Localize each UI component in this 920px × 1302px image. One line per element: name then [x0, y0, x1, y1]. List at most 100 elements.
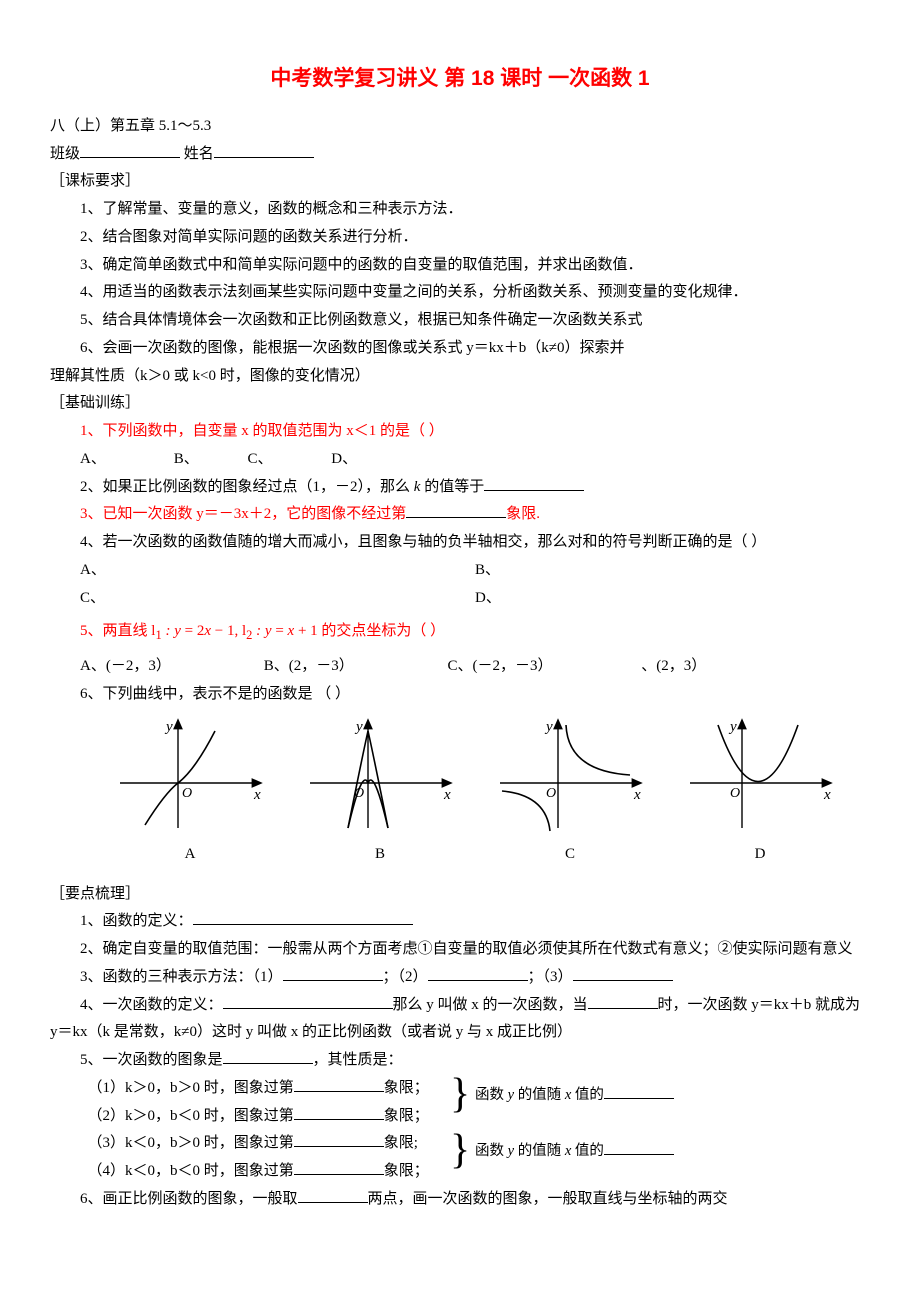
question-4-options-row2: C、 D、: [50, 585, 870, 613]
question-3: 3、已知一次函数 y＝－3x＋2，它的图像不经过第 象限.: [50, 501, 870, 529]
std-item-3: 3、确定简单函数式中和简单实际问题中的函数的自变量的取值范围，并求出函数值．: [50, 252, 870, 280]
kp-3: 3、函数的三种表示方法：（1） ；（2） ；（3）: [50, 964, 870, 992]
kp-4: 4、一次函数的定义：那么 y 叫做 x 的一次函数，当时，一次函数 y＝kx＋b…: [50, 992, 870, 1048]
q2-blank[interactable]: [484, 474, 584, 491]
q5-math: l1 : y = 2x − 1, l2 : y = x + 1: [151, 623, 317, 639]
question-4-options: A、 B、: [50, 557, 870, 585]
question-1-options: A、 B、 C、 D、: [50, 446, 870, 474]
kp3-a: 3、函数的三种表示方法：（1）: [80, 969, 283, 985]
kp3-blank1[interactable]: [283, 964, 383, 981]
r3-blank[interactable]: [294, 1131, 384, 1148]
q5-opt-d[interactable]: 、(2，3）: [641, 653, 706, 681]
brace-icon-2: }: [450, 1129, 470, 1171]
kp6-a: 6、画正比例函数的图象，一般取: [80, 1191, 298, 1207]
graph-row: y x O y x O y x O: [50, 709, 870, 833]
brace-text-1: 函数 y 的值随 x 值的: [475, 1082, 674, 1109]
brace2-blank[interactable]: [604, 1139, 674, 1155]
kp-1: 1、函数的定义：: [50, 908, 870, 936]
q2-text-a: 2、如果正比例函数的图象经过点（1，－2），那么: [80, 479, 414, 495]
name-blank[interactable]: [214, 141, 314, 158]
section-keypoints-heading: ［要点梳理］: [50, 881, 870, 909]
chapter-ref: 八（上）第五章 5.1～5.3: [50, 113, 870, 141]
kp5-rows: （1）k＞0，b＞0 时，图象过第象限； （2）k＞0，b＜0 时，图象过第象限…: [50, 1075, 870, 1186]
question-5-options: A、(－2，3） B、(2，－3） C、(－2，－3） 、(2，3）: [50, 653, 870, 681]
kp4-b: 那么 y 叫做 x 的一次函数，当: [393, 997, 588, 1013]
class-blank[interactable]: [80, 141, 180, 158]
r2b: 象限；: [384, 1108, 429, 1124]
q5-opt-c[interactable]: C、(－2，－3）: [448, 653, 638, 681]
svg-text:O: O: [354, 786, 364, 801]
q4-opt-c[interactable]: C、: [80, 585, 475, 613]
name-label: 姓名: [184, 146, 214, 162]
q1-opt-a[interactable]: A、: [80, 446, 170, 474]
kp4-blank2[interactable]: [588, 992, 658, 1009]
svg-text:x: x: [443, 787, 451, 803]
q1-opt-c[interactable]: C、: [248, 446, 328, 474]
student-info-line: 班级 姓名: [50, 141, 870, 169]
q5-text-b: 的交点坐标为（ ）: [318, 623, 446, 639]
svg-text:O: O: [182, 786, 192, 801]
kp5-a: 5、一次函数的图象是: [80, 1052, 223, 1068]
q5-opt-a[interactable]: A、(－2，3）: [80, 653, 260, 681]
graph-a: y x O: [110, 713, 270, 833]
r1b: 象限；: [384, 1080, 429, 1096]
graph-c: y x O: [490, 713, 650, 833]
q4-opt-a[interactable]: A、: [80, 557, 475, 585]
svg-text:x: x: [253, 787, 261, 803]
svg-text:O: O: [730, 786, 740, 801]
graph-d: y x O: [680, 713, 840, 833]
q2-text-b: 的值等于: [420, 479, 484, 495]
graph-label-d: D: [680, 841, 840, 869]
r1-blank[interactable]: [294, 1075, 384, 1092]
graph-labels: A B C D: [50, 841, 870, 869]
graph-b: y x O: [300, 713, 460, 833]
q4-text: 4、若一次函数的函数值随的增大而减小，且图象与轴的负半轴相交，那么对和的符号判断…: [80, 534, 766, 550]
kp3-blank3[interactable]: [573, 964, 673, 981]
kp3-blank2[interactable]: [428, 964, 528, 981]
kp5-blank[interactable]: [223, 1048, 313, 1065]
svg-text:y: y: [354, 719, 363, 735]
kp1-text: 1、函数的定义：: [80, 913, 193, 929]
kp-2: 2、确定自变量的取值范围：一般需从两个方面考虑①自变量的取值必须使其所在代数式有…: [50, 936, 870, 964]
std-item-6-trail: 理解其性质（k＞0 或 k<0 时，图像的变化情况）: [50, 363, 870, 391]
kp1-blank[interactable]: [193, 909, 413, 926]
q3-text-a: 3、已知一次函数 y＝－3x＋2，它的图像不经过第: [80, 506, 406, 522]
std-item-5: 5、结合具体情境体会一次函数和正比例函数意义，根据已知条件确定一次函数关系式: [50, 307, 870, 335]
brace-icon-1: }: [450, 1073, 470, 1115]
q3-text-b: 象限.: [506, 506, 540, 522]
kp6-blank[interactable]: [298, 1186, 368, 1203]
r3b: 象限;: [384, 1135, 418, 1151]
question-4: 4、若一次函数的函数值随的增大而减小，且图象与轴的负半轴相交，那么对和的符号判断…: [50, 529, 870, 557]
question-2: 2、如果正比例函数的图象经过点（1，－2），那么 k 的值等于: [50, 474, 870, 502]
q3-blank[interactable]: [406, 502, 506, 519]
kp3-c: ；（3）: [528, 969, 573, 985]
kp4-a: 4、一次函数的定义：: [80, 997, 223, 1013]
graph-label-c: C: [490, 841, 650, 869]
brace1-blank[interactable]: [604, 1083, 674, 1099]
graph-label-a: A: [110, 841, 270, 869]
question-6: 6、下列曲线中，表示不是的函数是 （ ）: [50, 681, 870, 709]
svg-text:y: y: [164, 719, 173, 735]
kp4-blank1[interactable]: [223, 992, 393, 1009]
r3a: （3）k＜0，b＞0 时，图象过第: [88, 1135, 294, 1151]
q5-opt-b[interactable]: B、(2，－3）: [264, 653, 444, 681]
svg-text:x: x: [633, 787, 641, 803]
kp5-b: ，其性质是：: [313, 1052, 403, 1068]
std-item-1: 1、了解常量、变量的意义，函数的概念和三种表示方法．: [50, 196, 870, 224]
q4-opt-b[interactable]: B、: [475, 557, 870, 585]
q1-opt-d[interactable]: D、: [331, 446, 357, 474]
kp3-b: ；（2）: [383, 969, 428, 985]
q1-opt-b[interactable]: B、: [174, 446, 244, 474]
graph-label-b: B: [300, 841, 460, 869]
section-exercises-heading: ［基础训练］: [50, 390, 870, 418]
r1a: （1）k＞0，b＞0 时，图象过第: [88, 1080, 294, 1096]
svg-text:x: x: [823, 787, 831, 803]
r2-blank[interactable]: [294, 1103, 384, 1120]
std-item-6: 6、会画一次函数的图像，能根据一次函数的图像或关系式 y＝kx＋b（k≠0）探索…: [50, 335, 870, 363]
r4b: 象限；: [384, 1163, 429, 1179]
std-item-4: 4、用适当的函数表示法刻画某些实际问题中变量之间的关系，分析函数关系、预测变量的…: [50, 279, 870, 307]
q4-opt-d[interactable]: D、: [475, 585, 870, 613]
kp6-b: 两点，画一次函数的图象，一般取直线与坐标轴的两交: [368, 1191, 728, 1207]
r4-blank[interactable]: [294, 1159, 384, 1176]
kp-6: 6、画正比例函数的图象，一般取 两点，画一次函数的图象，一般取直线与坐标轴的两交: [50, 1186, 870, 1214]
